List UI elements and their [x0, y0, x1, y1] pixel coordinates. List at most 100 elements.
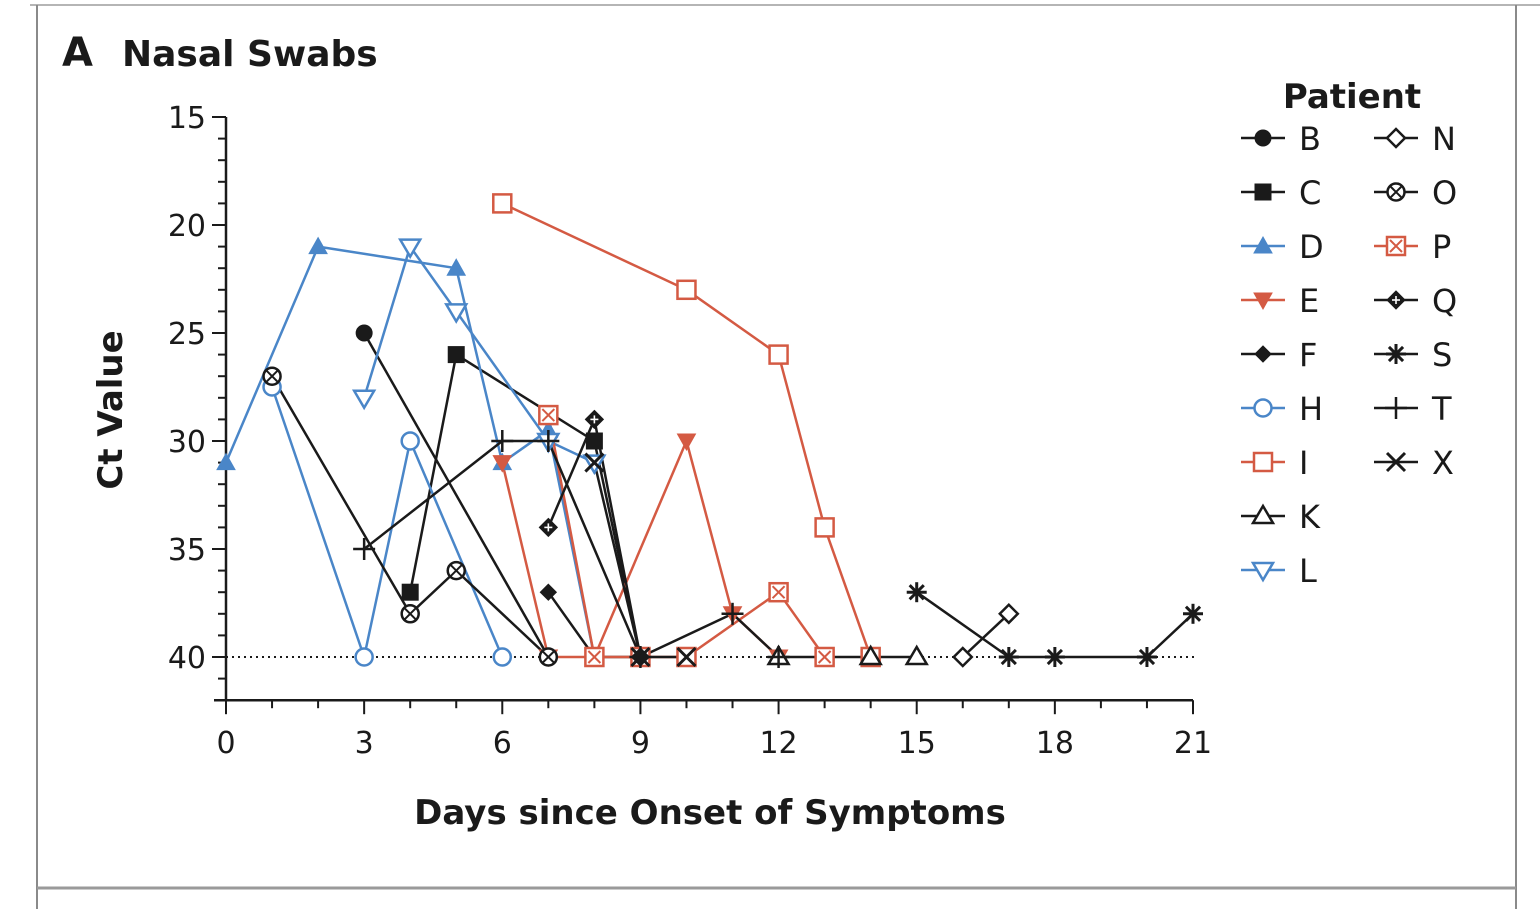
data-point-i — [814, 517, 835, 538]
legend-item-p: P — [1374, 228, 1451, 266]
data-point-d — [308, 236, 328, 255]
x-tick-label: 18 — [1036, 726, 1074, 761]
series-line-t — [363, 439, 780, 659]
x-tick-label: 15 — [898, 726, 936, 761]
data-point-t — [537, 430, 560, 452]
data-point-c — [585, 432, 603, 450]
x-tick-label: 3 — [355, 726, 374, 761]
data-point-o — [262, 366, 282, 386]
legend-label: P — [1432, 228, 1451, 266]
legend-label: K — [1299, 498, 1321, 536]
legend-marker-q — [1386, 290, 1406, 310]
y-axis-label: Ct Value — [91, 330, 131, 489]
data-point-i — [676, 279, 697, 301]
series-line-h — [270, 386, 504, 659]
legend-marker-d — [1253, 235, 1273, 254]
legend-item-h: H — [1241, 390, 1323, 428]
legend-item-s: S — [1374, 336, 1452, 374]
legend-item-q: Q — [1374, 282, 1457, 320]
data-point-e — [492, 455, 513, 473]
legend-label: I — [1299, 444, 1308, 482]
legend-label: N — [1432, 120, 1456, 158]
data-point-c — [401, 583, 419, 601]
y-tick-label: 25 — [168, 317, 206, 352]
data-point-l — [398, 238, 423, 260]
legend-marker-h — [1253, 398, 1273, 418]
legend-marker-x — [1385, 451, 1407, 473]
legend-marker-p — [1385, 235, 1407, 257]
data-point-s — [1044, 647, 1065, 667]
data-point-l — [351, 389, 377, 411]
legend-title: Patient — [1283, 77, 1421, 117]
legend-item-x: X — [1374, 444, 1454, 482]
x-axis-label: Days since Onset of Symptoms — [414, 793, 1006, 833]
data-point-s — [998, 647, 1019, 667]
legend-label: B — [1299, 120, 1321, 158]
legend-item-o: O — [1374, 174, 1457, 212]
legend-marker-o — [1386, 182, 1406, 202]
data-point-p — [768, 581, 789, 603]
data-point-d — [446, 258, 467, 276]
legend-label: D — [1299, 228, 1324, 266]
legend-item-t: T — [1374, 390, 1452, 428]
panel-letter: A — [62, 30, 93, 76]
legend-label: X — [1432, 444, 1454, 482]
data-point-s — [1183, 603, 1203, 624]
data-point-e — [676, 433, 697, 452]
data-point-f — [539, 583, 558, 601]
series-markers — [216, 193, 1203, 668]
legend-marker-i — [1252, 451, 1274, 473]
data-point-h — [354, 647, 374, 667]
data-point-t — [767, 646, 790, 668]
data-point-x — [630, 646, 651, 668]
data-point-p — [584, 646, 605, 668]
legend-item-c: C — [1241, 174, 1321, 212]
data-point-t — [491, 430, 514, 452]
data-point-k — [858, 644, 883, 666]
x-tick-label: 0 — [216, 726, 235, 761]
data-point-o — [400, 604, 420, 624]
x-tick-label: 12 — [759, 726, 797, 761]
data-point-q — [538, 517, 559, 538]
legend-marker-n — [1385, 127, 1407, 149]
legend-marker-b — [1254, 129, 1272, 147]
legend-marker-t — [1385, 397, 1407, 419]
legend-item-i: I — [1241, 444, 1308, 482]
data-point-t — [721, 602, 744, 625]
x-tick-label: 21 — [1174, 726, 1212, 761]
data-point-x — [676, 646, 697, 668]
series-line-d — [224, 245, 596, 658]
legend-item-l: L — [1241, 552, 1317, 590]
legend-label: F — [1299, 336, 1317, 374]
series-line-c — [408, 353, 642, 658]
legend-item-e: E — [1241, 282, 1319, 320]
data-point-t — [353, 538, 376, 560]
series-lines — [224, 202, 1194, 659]
legend-label: O — [1432, 174, 1457, 212]
data-point-n — [951, 646, 974, 668]
panel-title: Nasal Swabs — [122, 34, 378, 75]
legend-marker-k — [1250, 503, 1276, 525]
y-tick-label: 20 — [168, 209, 206, 244]
legend-label: Q — [1432, 282, 1457, 320]
data-point-h — [492, 647, 513, 667]
data-point-n — [998, 603, 1020, 625]
y-tick-label: 40 — [168, 641, 206, 676]
data-point-b — [355, 324, 373, 342]
legend-item-d: D — [1241, 228, 1324, 266]
data-point-o — [446, 560, 466, 581]
series-line-l — [362, 245, 595, 464]
data-point-s — [906, 582, 927, 603]
x-tick-label: 9 — [631, 726, 650, 761]
data-point-h — [400, 431, 420, 451]
legend-item-n: N — [1374, 120, 1456, 158]
series-line-o — [270, 375, 550, 658]
legend-label: H — [1299, 390, 1323, 428]
series-line-e — [501, 439, 780, 659]
data-point-s — [1136, 647, 1157, 667]
data-point-c — [447, 346, 465, 364]
legend-marker-l — [1250, 561, 1276, 583]
legend-label: S — [1432, 336, 1452, 374]
